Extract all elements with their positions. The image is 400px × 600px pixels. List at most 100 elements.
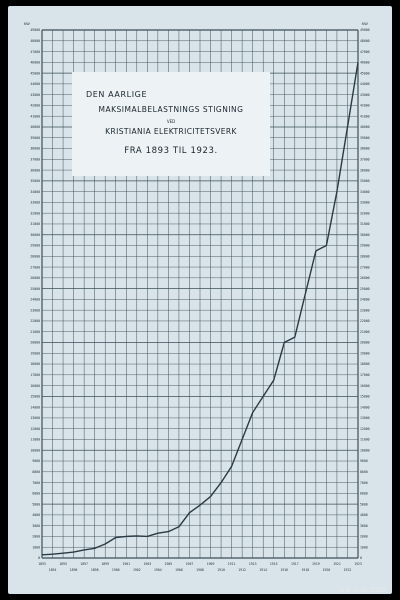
title-line-3: VED — [166, 119, 176, 124]
title-line-1: DEN AARLIGE — [86, 90, 148, 99]
y-tick-label-right: 24000 — [360, 298, 370, 302]
title-line-2: MAKSIMALBELASTNINGS STIGNING — [98, 105, 244, 114]
y-tick-label-right: 36000 — [360, 168, 370, 172]
archive-number: O.E. L.nr.:1322 — [338, 587, 386, 594]
y-tick-label-left: 8000 — [32, 470, 40, 474]
x-tick-label: 1921 — [333, 562, 341, 566]
y-tick-label-left: 34000 — [30, 190, 40, 194]
y-tick-label-left: 20000 — [30, 341, 40, 345]
y-tick-label-left: 32000 — [30, 211, 40, 215]
y-tick-label-left: 36000 — [30, 168, 40, 172]
y-tick-label-right: 15000 — [360, 395, 370, 399]
y-tick-label-left: 22000 — [30, 319, 40, 323]
x-tick-label: 1907 — [186, 562, 194, 566]
title-box: DEN AARLIGE MAKSIMALBELASTNINGS STIGNING… — [72, 72, 270, 176]
y-tick-label-right: 35000 — [360, 179, 370, 183]
series-line — [41, 62, 359, 556]
y-tick-label-left: 41000 — [30, 114, 40, 118]
y-tick-label-right: 19000 — [360, 351, 370, 355]
y-tick-label-left: 43000 — [30, 93, 40, 97]
y-unit-label-left: KW — [24, 22, 30, 26]
y-tick-label-right: 23000 — [360, 308, 370, 312]
x-tick-label: 1896 — [70, 568, 78, 572]
y-tick-label-right: 8000 — [360, 470, 368, 474]
y-tick-label-right: 37000 — [360, 158, 370, 162]
y-tick-label-right: 28000 — [360, 254, 370, 258]
y-tick-label-right: 41000 — [360, 114, 370, 118]
x-tick-label: 1917 — [291, 562, 299, 566]
y-tick-label-right: 7000 — [360, 481, 368, 485]
y-tick-label-left: 17000 — [30, 373, 40, 377]
y-tick-label-right: 5000 — [360, 502, 368, 506]
x-tick-label: 1922 — [344, 568, 352, 572]
y-tick-label-left: 44000 — [30, 82, 40, 86]
y-tick-label-right: 9000 — [360, 459, 368, 463]
y-tick-label-right: 0 — [360, 556, 362, 560]
y-tick-label-left: 9000 — [32, 459, 40, 463]
y-tick-label-right: 13000 — [360, 416, 370, 420]
y-tick-label-left: 48000 — [30, 39, 40, 43]
y-tick-label-right: 38000 — [360, 147, 370, 151]
y-tick-label-right: 1000 — [360, 545, 368, 549]
y-tick-label-left: 29000 — [30, 244, 40, 248]
y-tick-label-left: 38000 — [30, 147, 40, 151]
y-tick-label-right: 49000 — [360, 28, 370, 32]
y-tick-label-right: 16000 — [360, 384, 370, 388]
y-tick-label-right: 10000 — [360, 448, 370, 452]
y-tick-label-right: 22000 — [360, 319, 370, 323]
y-tick-label-left: 0 — [38, 556, 40, 560]
y-tick-label-right: 34000 — [360, 190, 370, 194]
y-tick-label-left: 31000 — [30, 222, 40, 226]
y-tick-label-left: 15000 — [30, 395, 40, 399]
x-tick-labels: 1893 1895 1897 1899 1901 1903 1905 1907 1909 1911… — [38, 562, 362, 572]
y-tick-label-left: 24000 — [30, 298, 40, 302]
y-tick-label-left: 19000 — [30, 351, 40, 355]
y-tick-label-left: 42000 — [30, 104, 40, 108]
y-tick-label-left: 7000 — [32, 481, 40, 485]
x-tick-label: 1916 — [280, 568, 288, 572]
y-tick-label-left: 1000 — [32, 545, 40, 549]
y-tick-label-left: 26000 — [30, 276, 40, 280]
x-tick-label: 1905 — [165, 562, 173, 566]
y-tick-label-left: 39000 — [30, 136, 40, 140]
y-tick-label-left: 16000 — [30, 384, 40, 388]
x-tick-label: 1918 — [301, 568, 309, 572]
x-tick-label: 1895 — [59, 562, 67, 566]
x-tick-label: 1900 — [112, 568, 120, 572]
y-tick-label-left: 14000 — [30, 405, 40, 409]
y-tick-label-left: 49000 — [30, 28, 40, 32]
y-tick-label-right: 33000 — [360, 201, 370, 205]
y-tick-label-right: 45000 — [360, 71, 370, 75]
x-tick-label: 1919 — [312, 562, 320, 566]
x-tick-label: 1904 — [154, 568, 162, 572]
y-tick-label-right: 21000 — [360, 330, 370, 334]
y-tick-label-right: 18000 — [360, 362, 370, 366]
y-tick-label-right: 46000 — [360, 61, 370, 65]
y-tick-label-right: 14000 — [360, 405, 370, 409]
y-tick-label-left: 6000 — [32, 492, 40, 496]
y-unit-label-right: KW — [362, 22, 368, 26]
x-tick-label: 1894 — [49, 568, 57, 572]
x-tick-label: 1912 — [238, 568, 246, 572]
x-tick-label: 1914 — [259, 568, 267, 572]
series — [41, 62, 359, 556]
y-tick-label-left: 45000 — [30, 71, 40, 75]
x-tick-label: 1898 — [91, 568, 99, 572]
x-tick-label: 1906 — [175, 568, 183, 572]
y-tick-label-right: 12000 — [360, 427, 370, 431]
y-tick-label-right: 26000 — [360, 276, 370, 280]
title-line-4: KRISTIANIA ELEKTRICITETSVERK — [105, 127, 237, 136]
y-tick-label-left: 40000 — [30, 125, 40, 129]
y-tick-label-right: 30000 — [360, 233, 370, 237]
x-tick-label: 1901 — [122, 562, 130, 566]
y-tick-label-right: 44000 — [360, 82, 370, 86]
y-tick-label-right: 47000 — [360, 50, 370, 54]
x-tick-label: 1911 — [228, 562, 236, 566]
y-tick-label-left: 5000 — [32, 502, 40, 506]
y-tick-label-left: 23000 — [30, 308, 40, 312]
y-tick-labels: 0 0 1000 1000 2000 2000 3000 3000 4000 4000 5000 50… — [30, 28, 369, 560]
y-tick-label-right: 48000 — [360, 39, 370, 43]
x-tick-label: 1903 — [143, 562, 151, 566]
x-tick-label: 1902 — [133, 568, 141, 572]
y-tick-label-left: 18000 — [30, 362, 40, 366]
